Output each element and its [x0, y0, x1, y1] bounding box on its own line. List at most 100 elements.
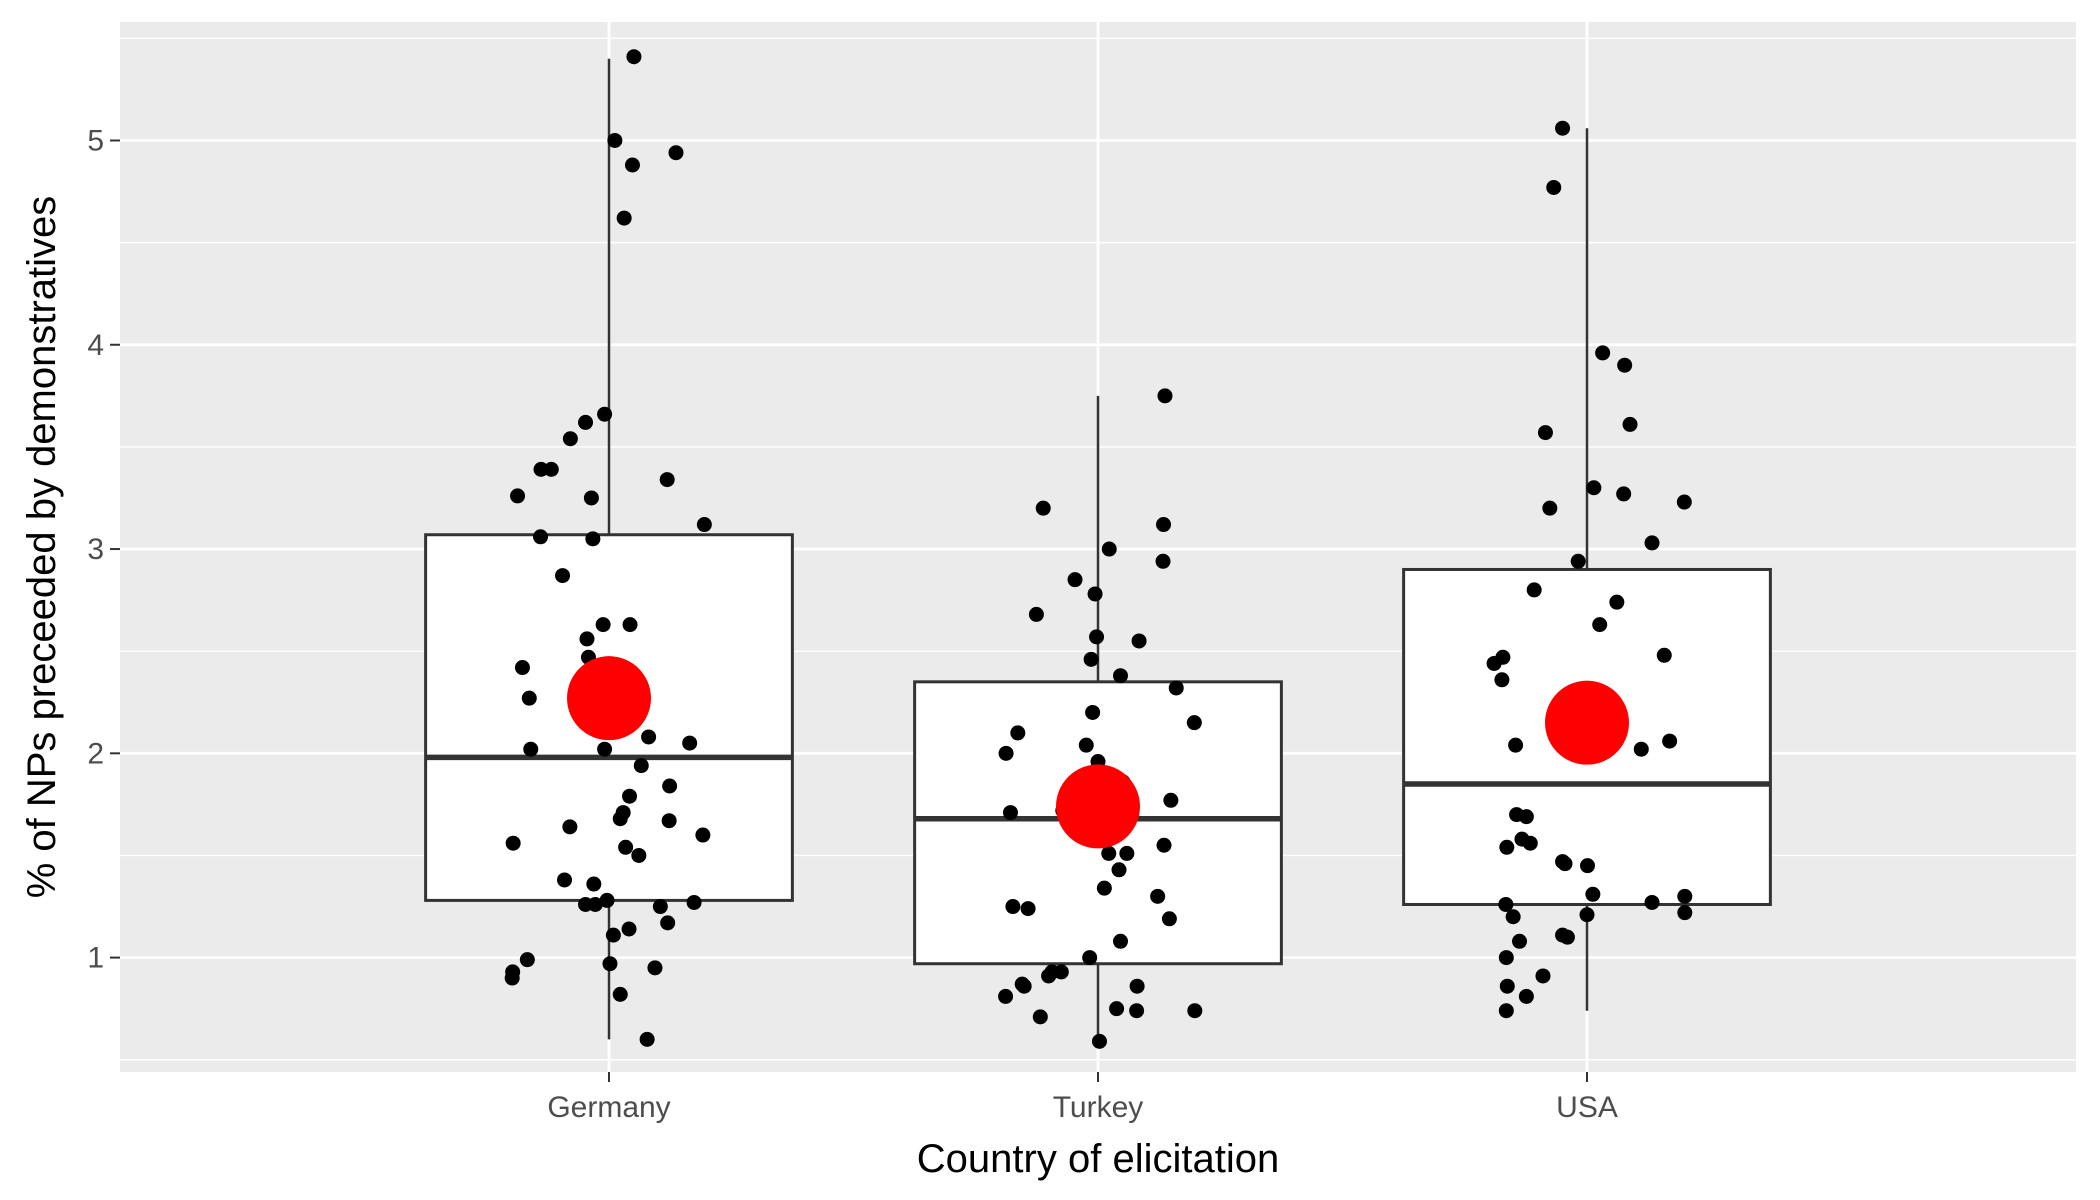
data-point [1535, 968, 1551, 984]
data-point [1542, 500, 1558, 516]
data-point [605, 927, 621, 943]
data-point [1101, 541, 1117, 557]
data-point [1512, 933, 1528, 949]
data-point [1157, 388, 1173, 404]
data-point [533, 529, 549, 545]
data-point [616, 210, 632, 226]
data-point [510, 488, 526, 504]
data-point [1498, 896, 1514, 912]
data-point [504, 970, 520, 986]
data-point [1499, 839, 1515, 855]
data-point [514, 660, 530, 676]
data-point [1586, 480, 1602, 496]
data-point [595, 617, 611, 633]
data-point [562, 819, 578, 835]
data-point [1078, 737, 1094, 753]
data-point [1020, 901, 1036, 917]
y-tick-label: 5 [87, 124, 104, 157]
data-point [1622, 416, 1638, 432]
y-tick-label: 4 [87, 329, 104, 362]
data-point [1067, 572, 1083, 588]
point-layer [504, 49, 1693, 1049]
data-point [1644, 894, 1660, 910]
data-point [612, 986, 628, 1002]
data-point [1129, 1003, 1145, 1019]
data-point [1526, 582, 1542, 598]
data-point [587, 896, 603, 912]
data-point [1579, 858, 1595, 874]
data-point [1129, 978, 1145, 994]
data-point [1131, 633, 1147, 649]
data-point [1096, 880, 1112, 896]
data-point [1156, 837, 1172, 853]
data-point [1559, 929, 1575, 945]
data-point [659, 472, 675, 488]
data-point [1002, 805, 1018, 821]
data-point [1522, 835, 1538, 851]
data-point [1633, 741, 1649, 757]
y-axis-title: % of NPs preceeded by demonstratives [20, 196, 64, 899]
data-point [1163, 792, 1179, 808]
data-point [1609, 594, 1625, 610]
data-point [1119, 845, 1135, 861]
data-point [660, 915, 676, 931]
y-axis: 1 2 3 4 5 [87, 124, 120, 975]
data-point [641, 729, 657, 745]
data-point [1677, 905, 1693, 921]
data-point [1494, 672, 1510, 688]
box-iqr [913, 680, 1283, 966]
mean-marker [1545, 680, 1629, 765]
data-point [998, 988, 1014, 1004]
box-turkey [913, 395, 1283, 1044]
data-point [618, 839, 634, 855]
data-point [998, 745, 1014, 761]
data-point [661, 813, 677, 829]
data-point [578, 414, 594, 430]
data-point [1508, 737, 1524, 753]
data-point [1010, 725, 1026, 741]
data-point [521, 690, 537, 706]
data-point [1505, 909, 1521, 925]
mean-marker-layer [567, 656, 1629, 849]
data-point [1168, 680, 1184, 696]
data-point [1592, 617, 1608, 633]
data-point [1498, 950, 1514, 966]
data-point [1150, 888, 1166, 904]
data-point [562, 431, 578, 447]
data-point [682, 735, 698, 751]
data-point [602, 956, 618, 972]
data-point [1617, 357, 1633, 373]
box-layer [424, 58, 1772, 1044]
data-point [1499, 978, 1515, 994]
data-point [662, 778, 678, 794]
data-point [647, 960, 663, 976]
data-point [579, 631, 595, 647]
data-point [1083, 651, 1099, 667]
data-point [1089, 629, 1105, 645]
data-point [519, 952, 535, 968]
y-tick-label: 2 [87, 737, 104, 770]
data-point [624, 157, 640, 173]
data-point [1677, 888, 1693, 904]
data-point [695, 827, 711, 843]
data-point [1087, 586, 1103, 602]
mean-marker [567, 656, 651, 741]
data-point [1156, 517, 1172, 533]
data-point [1537, 425, 1553, 441]
data-point [523, 741, 539, 757]
data-point [1676, 494, 1692, 510]
data-point [1032, 1009, 1048, 1025]
data-point [1187, 1003, 1203, 1019]
data-point [543, 461, 559, 477]
data-point [1041, 968, 1057, 984]
data-point [1111, 862, 1127, 878]
data-point [607, 132, 623, 148]
data-point [622, 788, 638, 804]
data-point [505, 835, 521, 851]
data-point [1644, 535, 1660, 551]
data-point [668, 145, 684, 161]
data-point [555, 568, 571, 584]
data-point [557, 872, 573, 888]
data-point [631, 847, 647, 863]
data-point [1085, 704, 1101, 720]
